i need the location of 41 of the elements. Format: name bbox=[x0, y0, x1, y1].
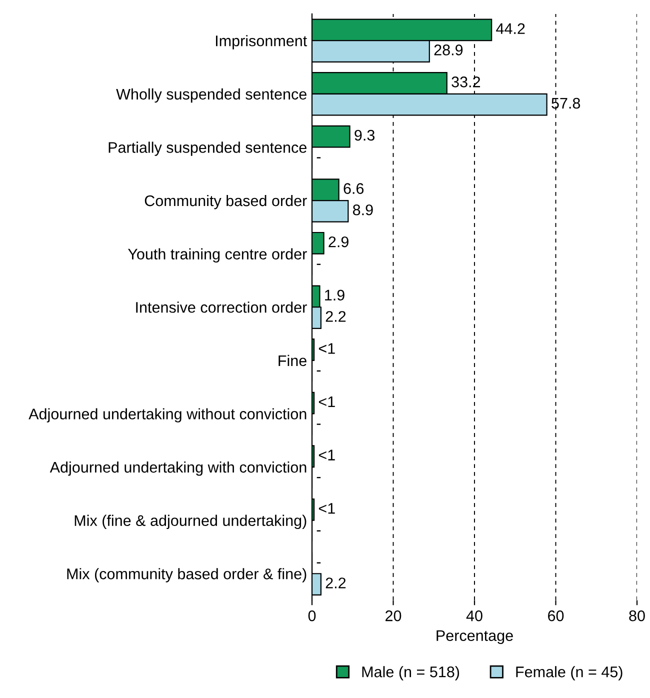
y-tick-label: Adjourned undertaking with conviction bbox=[50, 461, 306, 476]
y-tick-label: Imprisonment bbox=[216, 35, 308, 50]
data-label: <1 bbox=[318, 396, 335, 408]
y-tick-label: Community based order bbox=[144, 194, 307, 210]
y-tick-label: Wholly suspended sentence bbox=[116, 88, 306, 103]
data-label: 6.6 bbox=[344, 183, 364, 194]
x-axis-title: Percentage bbox=[436, 630, 513, 644]
data-label: - bbox=[316, 157, 321, 158]
data-label: <1 bbox=[318, 450, 335, 460]
data-label: <1 bbox=[318, 503, 335, 514]
legend-label: Female (n = 45) bbox=[516, 666, 622, 680]
data-label: 57.8 bbox=[552, 98, 580, 109]
x-tick-label: 80 bbox=[629, 610, 645, 622]
x-tick-label: 40 bbox=[466, 610, 482, 622]
data-label: - bbox=[316, 424, 321, 425]
x-tick-label: 0 bbox=[308, 610, 316, 622]
data-label: 8.9 bbox=[352, 204, 373, 216]
data-label: 2.2 bbox=[326, 578, 346, 588]
data-label: - bbox=[316, 530, 321, 532]
legend-label: Male (n = 518) bbox=[362, 666, 460, 680]
data-label: 44.2 bbox=[496, 23, 525, 34]
x-tick-label: 20 bbox=[386, 610, 402, 622]
data-label: 33.2 bbox=[452, 76, 480, 88]
data-label: 2.9 bbox=[328, 236, 348, 248]
data-label: - bbox=[316, 264, 321, 265]
y-tick-label: Mix (fine & adjourned undertaking) bbox=[74, 514, 306, 530]
data-label: 1.9 bbox=[325, 290, 344, 301]
data-label: 9.3 bbox=[354, 130, 375, 141]
x-tick-label: 60 bbox=[548, 610, 564, 622]
y-tick-label: Adjourned undertaking without conviction bbox=[28, 408, 306, 422]
data-label: 28.9 bbox=[434, 44, 463, 56]
y-tick-label: Intensive correction order bbox=[136, 302, 307, 313]
y-tick-label: Fine bbox=[278, 354, 306, 366]
y-tick-label: Youth training centre order bbox=[128, 248, 307, 263]
data-label: - bbox=[316, 476, 321, 478]
y-tick-label: Mix (community based order & fine) bbox=[67, 568, 306, 582]
data-label: - bbox=[316, 562, 321, 564]
y-tick-label: Partially suspended sentence bbox=[108, 142, 306, 156]
data-label: <1 bbox=[318, 343, 335, 354]
data-label: - bbox=[316, 370, 321, 372]
data-label: 2.2 bbox=[326, 311, 346, 322]
